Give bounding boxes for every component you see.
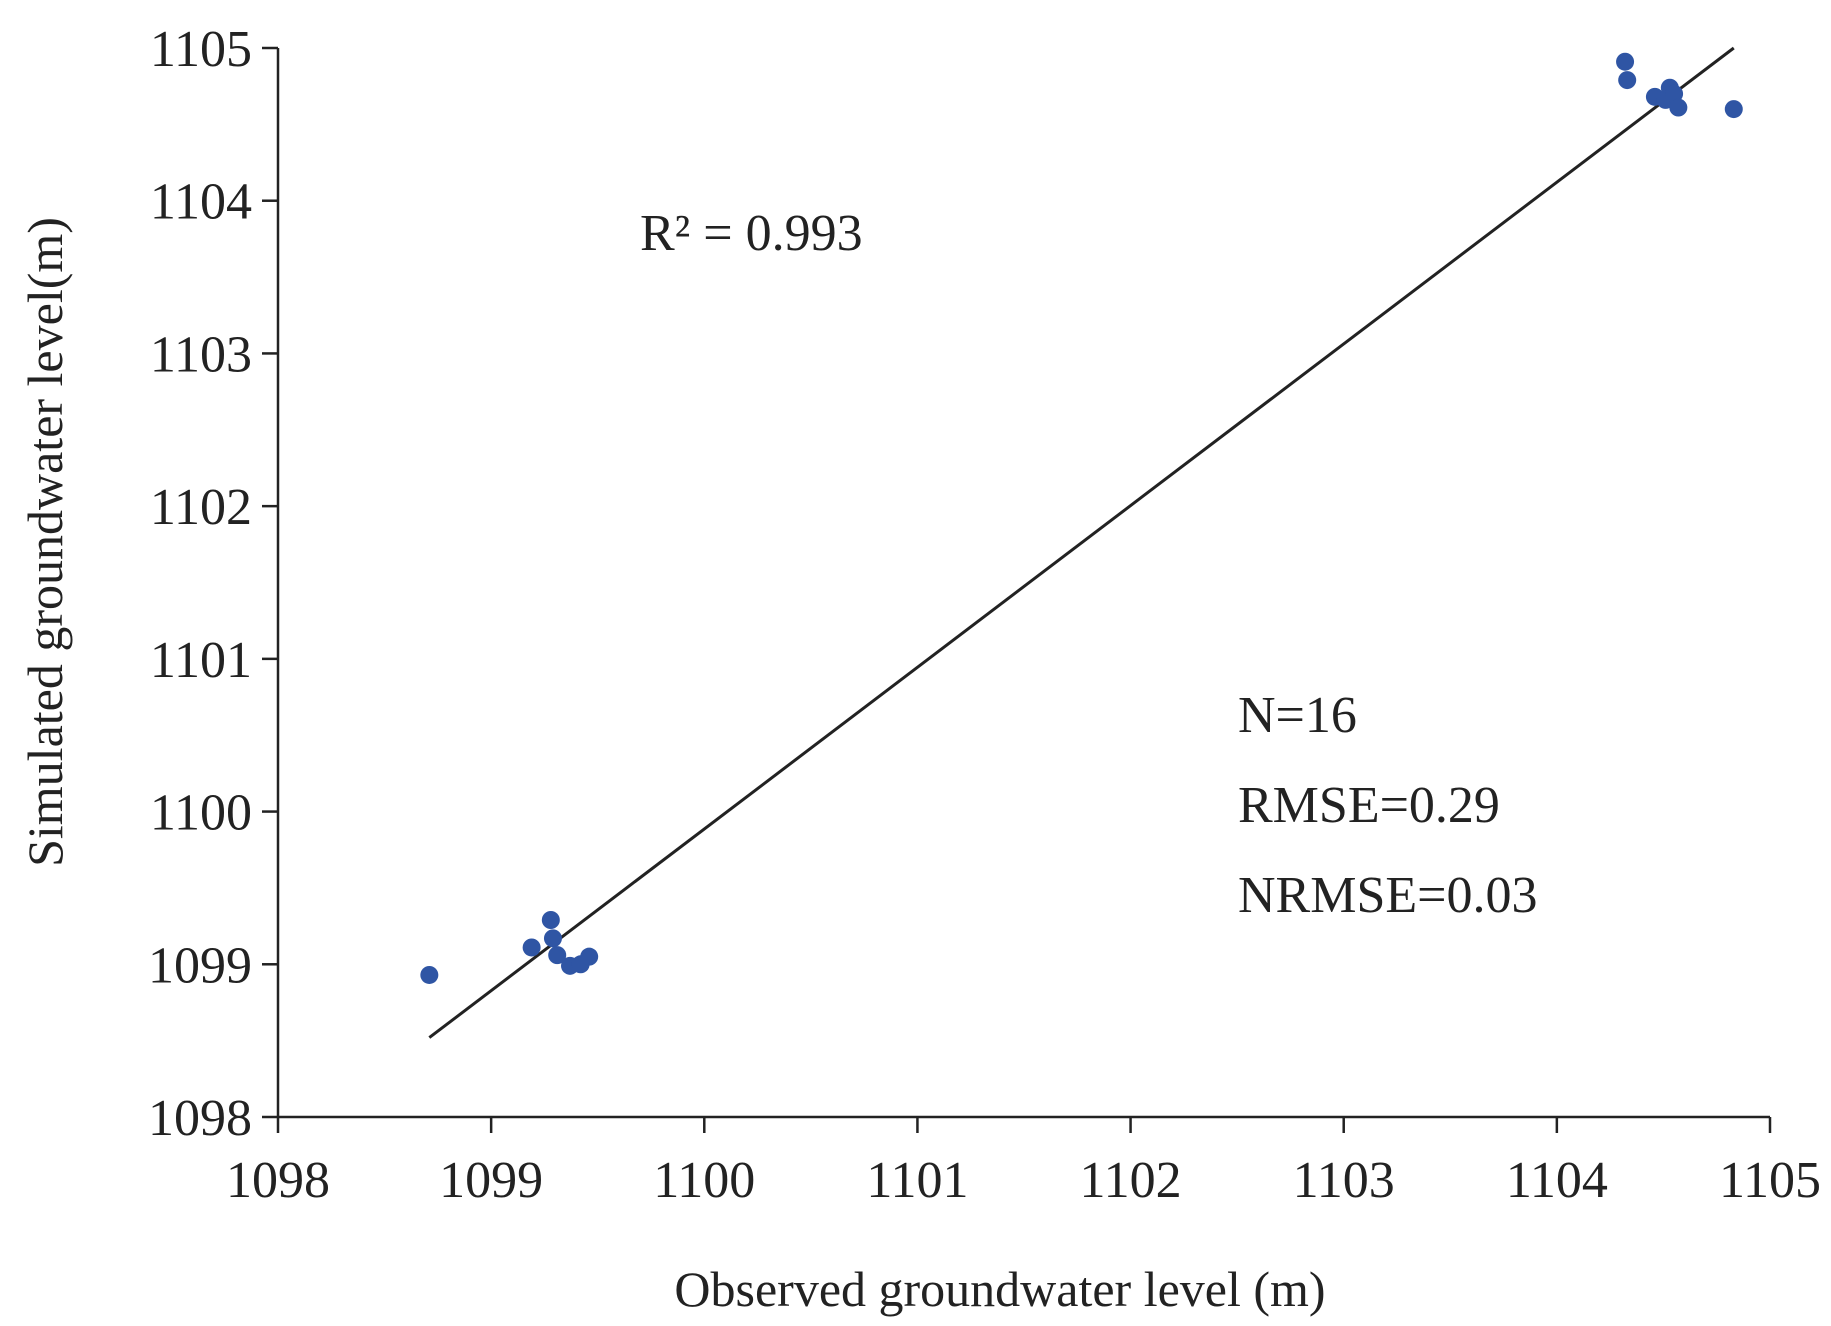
- data-point-13: [1665, 84, 1684, 103]
- n-label: N=16: [1238, 687, 1357, 744]
- y-tick-label-0: 1098: [148, 1090, 252, 1147]
- data-point-2: [541, 910, 560, 929]
- data-point-8: [1616, 52, 1635, 71]
- data-point-3: [543, 929, 562, 948]
- data-point-4: [548, 946, 567, 965]
- fit-line: [428, 46, 1735, 1039]
- x-tick-label-1: 1099: [439, 1152, 543, 1209]
- y-tick-label-2: 1100: [150, 785, 252, 842]
- x-tick-label-4: 1102: [1080, 1152, 1182, 1209]
- data-point-9: [1618, 71, 1637, 90]
- y-tick-label-7: 1105: [150, 21, 252, 78]
- x-tick-label-5: 1103: [1293, 1152, 1395, 1209]
- rmse-label: RMSE=0.29: [1238, 777, 1500, 834]
- y-tick-label-1: 1099: [148, 937, 252, 994]
- data-point-0: [420, 965, 439, 984]
- x-axis-title: Observed groundwater level (m): [674, 1261, 1325, 1317]
- data-point-15: [1724, 100, 1743, 119]
- data-point-1: [522, 938, 541, 957]
- x-tick-label-0: 1098: [226, 1152, 330, 1209]
- nrmse-label: NRMSE=0.03: [1238, 867, 1537, 924]
- data-point-7: [580, 947, 599, 966]
- fit-line-group: [428, 46, 1735, 1039]
- points-group: [420, 52, 1743, 984]
- ticks: 1098 1099 1100 1101 1102 1103 1104 1105 1098 1099…: [148, 21, 1821, 1209]
- y-tick-label-3: 1101: [150, 632, 252, 689]
- y-axis-title: Simulated groundwater level(m): [17, 217, 73, 867]
- y-tick-label-5: 1103: [150, 326, 252, 383]
- y-tick-label-4: 1102: [150, 479, 252, 536]
- x-tick-label-6: 1104: [1506, 1152, 1608, 1209]
- data-point-14: [1669, 98, 1688, 117]
- y-tick-label-6: 1104: [150, 174, 252, 231]
- x-tick-label-3: 1101: [866, 1152, 968, 1209]
- axes: [276, 48, 1770, 1119]
- x-tick-label-2: 1100: [653, 1152, 755, 1209]
- x-tick-label-7: 1105: [1719, 1152, 1821, 1209]
- r-squared-label: R² = 0.993: [640, 205, 863, 262]
